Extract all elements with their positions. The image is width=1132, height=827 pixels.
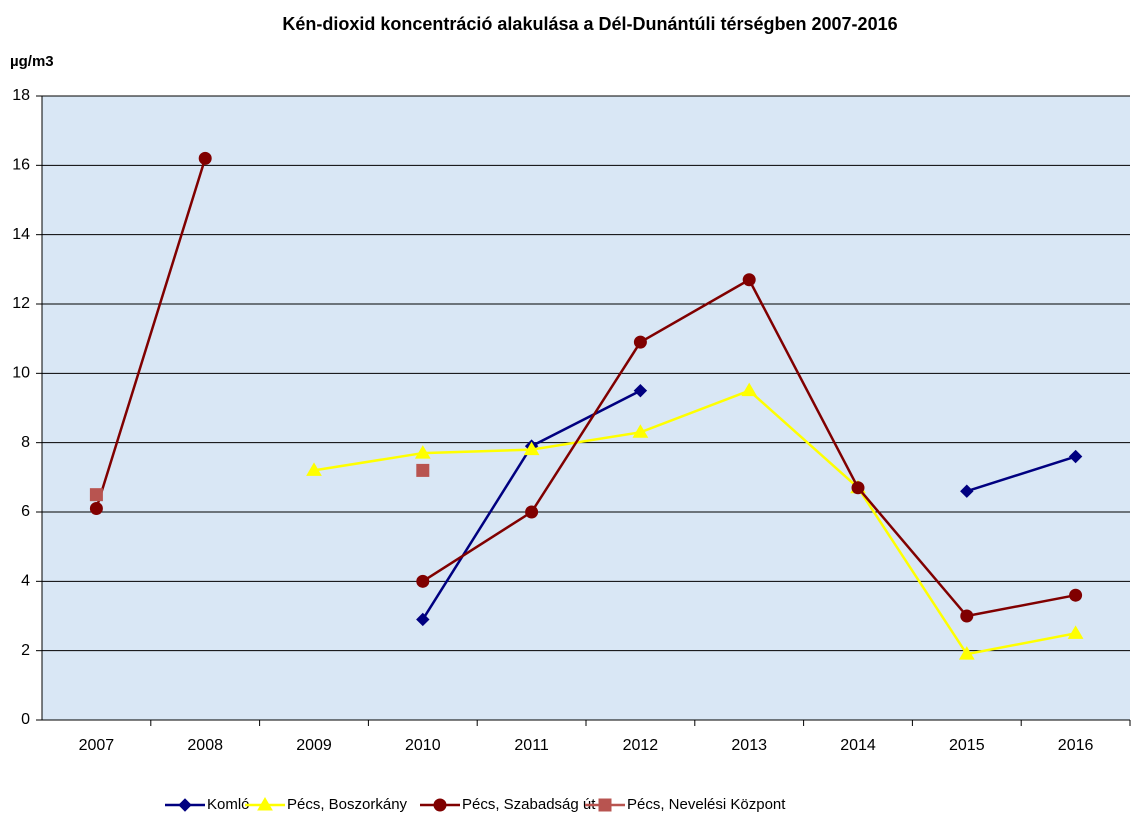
x-tick-label: 2009	[296, 737, 332, 754]
y-tick-label: 16	[12, 157, 30, 174]
data-point	[89, 502, 103, 516]
x-tick-label: 2011	[514, 737, 549, 754]
legend-label: Pécs, Nevelési Központ	[627, 796, 786, 813]
data-point	[960, 484, 974, 498]
data-point	[523, 441, 540, 456]
legend-marker	[257, 797, 273, 811]
x-tick-label: 2008	[187, 737, 223, 754]
data-point	[633, 383, 648, 398]
data-point	[414, 445, 431, 459]
y-tick-label: 12	[12, 295, 30, 312]
chart-title: Kén-dioxid koncentráció alakulása a Dél-…	[282, 14, 897, 34]
data-point	[198, 151, 212, 165]
data-point	[1069, 588, 1083, 602]
y-tick-label: 4	[21, 573, 30, 590]
data-point	[525, 505, 539, 519]
x-tick-label: 2015	[949, 737, 985, 754]
data-point	[633, 335, 647, 349]
legend-marker	[178, 798, 192, 812]
data-point	[306, 462, 322, 476]
legend-label: Pécs, Boszorkány	[287, 796, 408, 813]
y-tick-label: 6	[21, 503, 30, 520]
legend-label: Komló	[207, 796, 250, 813]
x-tick-label: 2012	[623, 737, 659, 754]
series-line	[313, 389, 1076, 656]
x-tick-label: 2007	[79, 737, 115, 754]
legend-marker	[598, 798, 612, 812]
plot-area	[42, 96, 1130, 720]
data-point	[851, 481, 865, 495]
y-axis-label: µg/m3	[10, 53, 54, 70]
data-point	[1067, 625, 1084, 639]
x-tick-label: 2016	[1058, 737, 1094, 754]
x-tick-label: 2010	[405, 737, 441, 754]
data-point	[632, 424, 649, 438]
y-tick-label: 18	[12, 87, 30, 104]
y-tick-label: 8	[21, 434, 30, 451]
legend-label: Pécs, Szabadság út	[462, 796, 596, 813]
legend-marker	[433, 798, 447, 812]
data-point	[416, 612, 430, 627]
data-point	[1068, 449, 1083, 464]
data-point	[89, 488, 103, 502]
data-point	[960, 609, 974, 623]
data-point	[416, 463, 430, 477]
y-tick-label: 0	[21, 711, 30, 728]
data-point	[741, 382, 758, 397]
x-tick-label: 2013	[731, 737, 767, 754]
x-tick-label: 2014	[840, 737, 876, 754]
y-tick-label: 2	[21, 642, 30, 659]
data-point	[742, 273, 756, 287]
data-point	[958, 646, 975, 660]
y-tick-label: 10	[12, 365, 30, 382]
y-tick-label: 14	[12, 226, 30, 243]
data-point	[416, 574, 430, 588]
